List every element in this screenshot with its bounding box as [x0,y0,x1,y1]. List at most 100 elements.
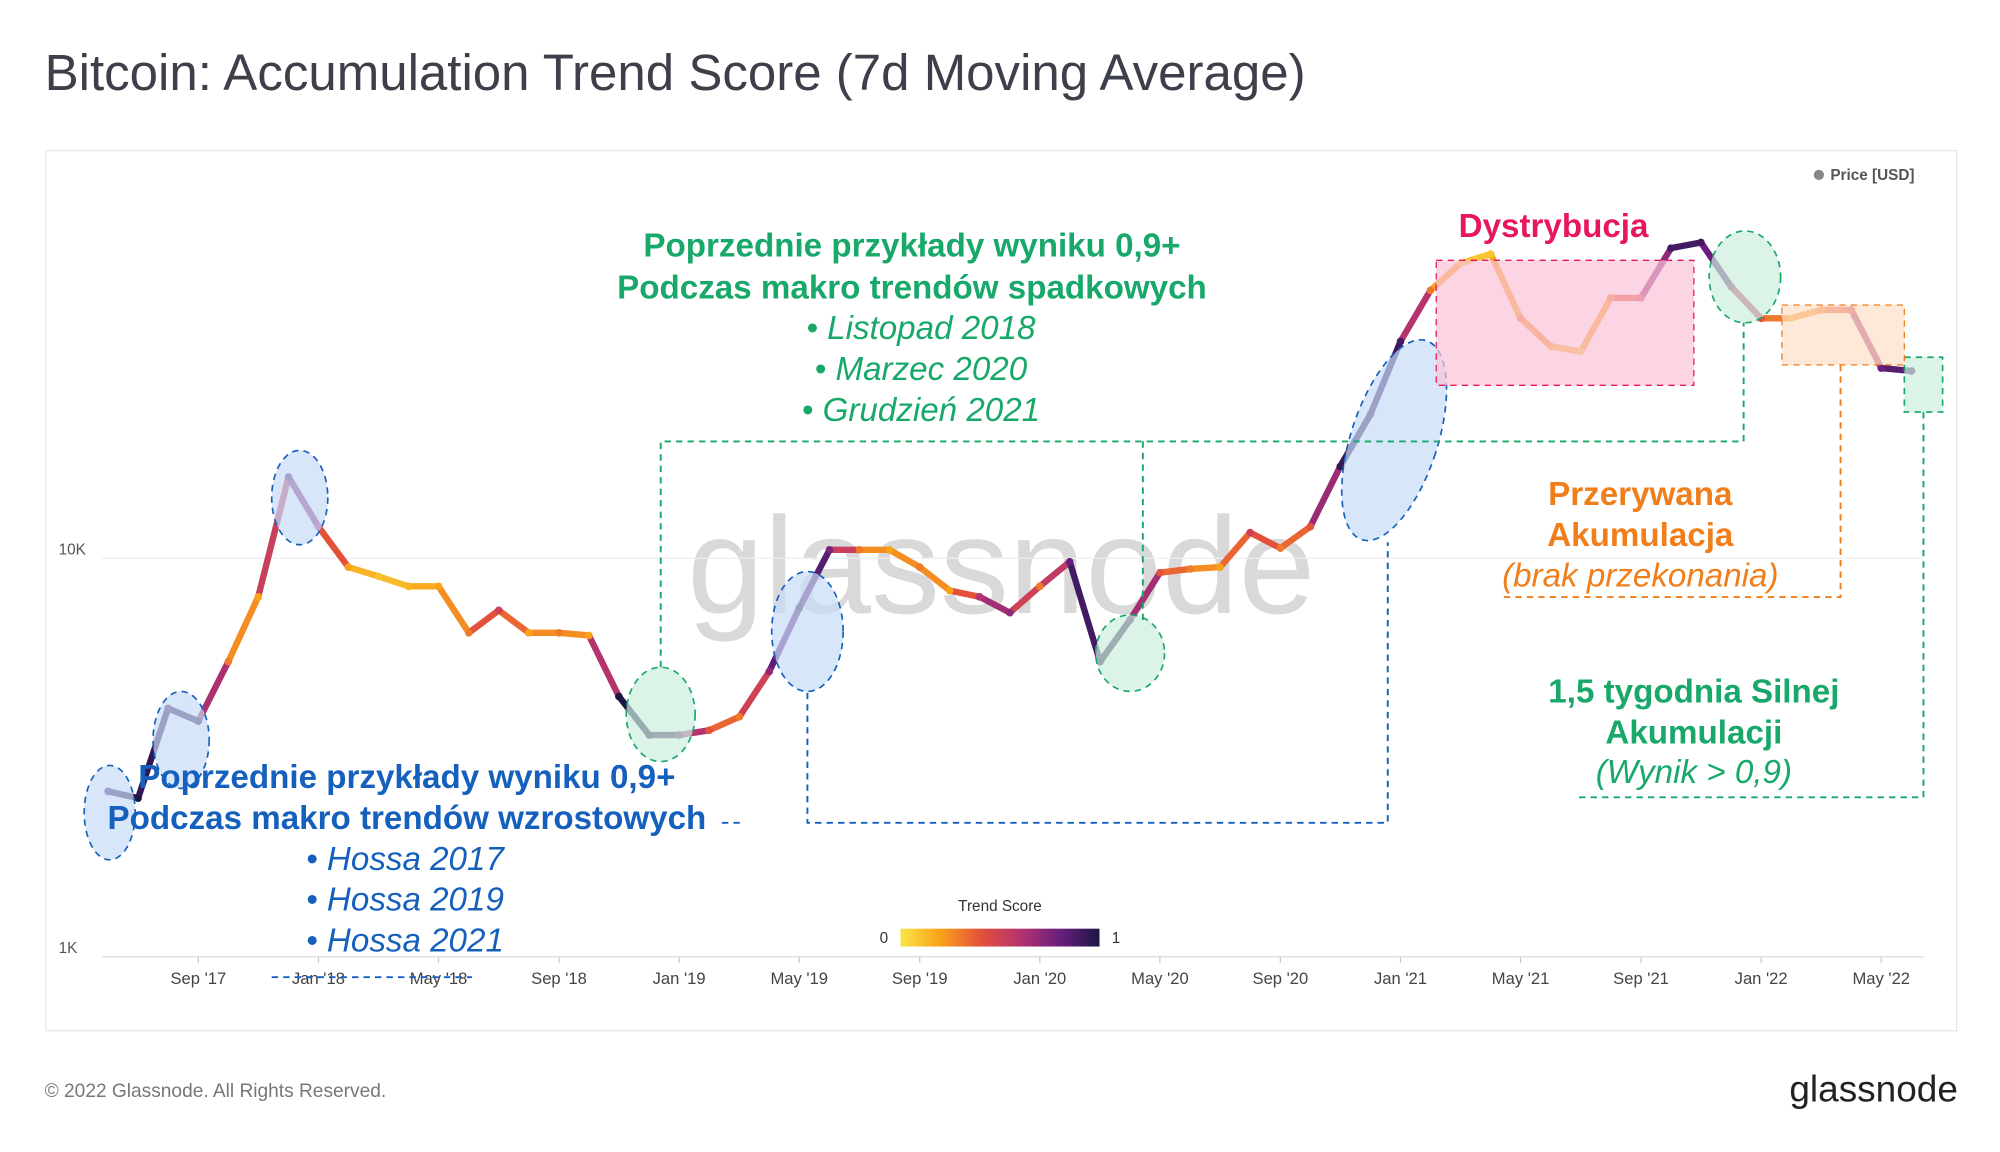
y-tick-label: 10K [59,542,87,559]
point [434,582,443,591]
annotation-bear: Poprzednie przykłady wyniku 0,9+ Podczas… [617,227,1207,429]
x-tick-label: Sep '18 [531,969,587,988]
line-segment [705,713,743,734]
annotation: Podczas makro trendów wzrostowych [107,800,706,837]
highlight [152,690,211,790]
line-segment [1187,563,1224,573]
logo: glassnode [1789,1069,1958,1110]
annotation: (Wynik > 0,9) [1596,754,1792,791]
point [765,667,774,676]
plot: 1K 10K Sep '17 Jan '18 May '18 Sep '18 Jan '19… [59,238,1924,988]
annotation: • Hossa 2017 [306,841,505,878]
line-segment [1397,287,1434,345]
annotation-strong: 1,5 tygodnia Silnej Akumulacji (Wynik > … [1548,674,1839,791]
y-tick-label: 1K [59,940,79,957]
line-segment [375,573,412,590]
colorbar-title: Trend Score [958,898,1042,915]
x-tick-label: Sep '19 [892,969,948,988]
footer: © 2022 Glassnode. All Rights Reserved. [45,1081,387,1102]
point [1877,364,1886,372]
point [1697,238,1705,247]
line-segment [225,593,262,665]
line-segment [1667,239,1705,252]
point [555,628,563,637]
colorbar-label: 0 [880,930,889,947]
line-segment [1156,565,1194,576]
x-tick-label: May '21 [1492,969,1550,988]
point [885,545,894,554]
point [975,593,984,601]
connector [271,542,1389,979]
x-tick-label: May '19 [770,969,828,988]
annotation: Poprzednie przykłady wyniku 0,9+ [643,227,1180,264]
annotation-bull: Poprzednie przykłady wyniku 0,9+ Podczas… [107,759,706,959]
chart-title: Bitcoin: Accumulation Trend Score (7d Mo… [45,44,1306,101]
annotation-interrupted: Przerywana Akumulacja (brak przekonania) [1502,476,1778,595]
point [1246,528,1254,537]
point [465,628,473,637]
point [855,545,864,554]
line-segment [1277,523,1314,552]
highlight [1781,304,1905,366]
point [344,563,353,571]
legend-marker [1813,169,1824,180]
line-segment [1216,529,1254,571]
point [224,657,233,666]
x-tick-label: Sep '21 [1613,969,1669,988]
x-tick-label: May '22 [1853,969,1911,988]
line-segment [976,593,1014,616]
point [945,586,954,595]
point [134,794,142,802]
point [254,593,263,601]
line-segment [916,563,953,594]
point [1306,522,1315,531]
highlight [1708,230,1782,324]
x-tick-label: Sep '20 [1253,969,1309,988]
line-segment [1036,558,1073,590]
line-segment [1307,463,1344,530]
point [1156,568,1164,577]
annotation: Akumulacji [1605,715,1782,752]
annotation: Poprzednie przykłady wyniku 0,9+ [138,759,675,796]
point [1186,565,1195,573]
line-segment [736,668,773,721]
line-segment [495,607,532,636]
annotation: • Hossa 2019 [306,882,504,919]
point [825,545,834,554]
point [524,628,533,637]
x-tick-label: May '20 [1131,969,1189,988]
point [585,631,593,640]
point [1396,337,1405,346]
annotation: Przerywana [1548,476,1733,513]
annotation: 1,5 tygodnia Silnej [1548,674,1839,711]
annotation: • Listopad 2018 [806,310,1036,347]
highlight [625,666,696,763]
x-tick-label: Jan '21 [1374,969,1427,988]
highlight [1340,338,1448,542]
highlight [1435,259,1695,386]
line-segment [1126,569,1164,624]
point [1486,250,1495,258]
highlight [270,449,329,546]
point [1336,462,1345,471]
line-segment [585,632,623,700]
x-tick-label: May '18 [410,969,468,988]
x-tick-label: Jan '20 [1013,969,1066,988]
x-tick-label: Sep '17 [170,969,226,988]
line-segment [1246,529,1284,552]
highlight [83,764,137,861]
annotation: • Hossa 2021 [306,922,504,959]
point [1216,563,1224,571]
point [1035,582,1044,591]
annotation: • Marzec 2020 [815,351,1028,388]
x-tick-label: Jan '19 [653,969,706,988]
point [1667,244,1675,252]
line-segment [555,629,593,639]
line-segment [1006,583,1043,616]
annotation: Akumulacja [1547,517,1734,554]
annotation: • Grudzień 2021 [802,392,1040,429]
colorbar-label: 1 [1112,930,1121,947]
annotation: (brak przekonania) [1502,558,1778,595]
legend-label: Price [USD] [1830,167,1914,184]
